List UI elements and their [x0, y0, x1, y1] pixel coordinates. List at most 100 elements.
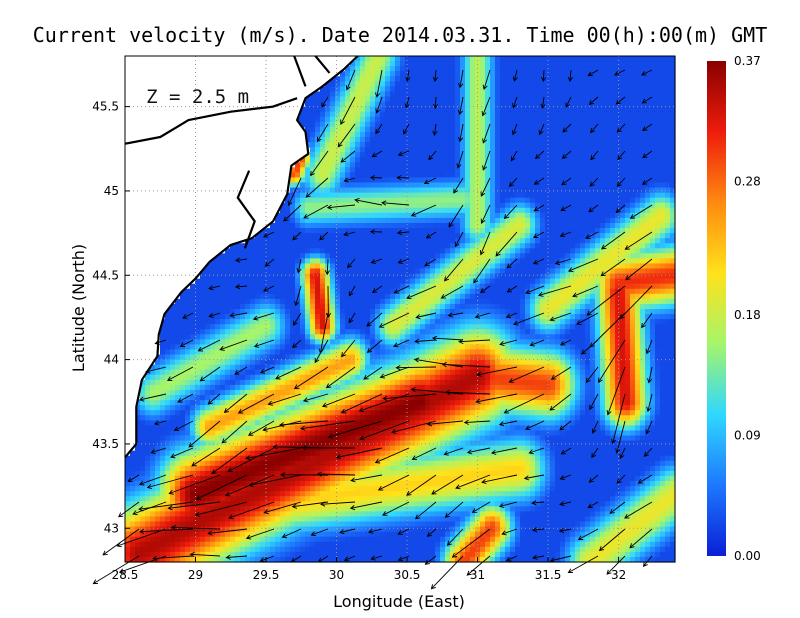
speed-cell: [425, 278, 431, 285]
speed-cell: [350, 61, 356, 67]
speed-cell: [310, 298, 316, 305]
speed-cell: [435, 152, 441, 158]
speed-cell: [410, 162, 416, 168]
speed-cell: [615, 202, 621, 209]
speed-cell: [210, 273, 216, 280]
speed-cell: [655, 96, 661, 103]
speed-cell: [405, 202, 411, 209]
speed-cell: [460, 136, 466, 143]
speed-cell: [670, 314, 676, 320]
speed-cell: [620, 329, 626, 335]
speed-cell: [245, 283, 251, 290]
speed-cell: [215, 329, 221, 335]
speed-cell: [350, 349, 356, 356]
speed-cell: [245, 319, 251, 325]
speed-cell: [370, 187, 376, 194]
speed-cell: [280, 288, 286, 295]
speed-cell: [610, 61, 616, 67]
speed-cell: [495, 197, 501, 204]
speed-cell: [275, 253, 281, 259]
speed-cell: [455, 192, 461, 199]
speed-cell: [620, 61, 626, 67]
speed-cell: [640, 121, 646, 128]
speed-cell: [525, 339, 531, 346]
speed-cell: [665, 116, 671, 123]
speed-cell: [630, 293, 636, 300]
speed-cell: [665, 101, 671, 108]
speed-cell: [475, 298, 481, 305]
speed-cell: [430, 116, 436, 123]
speed-cell: [195, 329, 201, 335]
speed-cell: [410, 263, 416, 270]
speed-cell: [365, 157, 371, 163]
speed-cell: [575, 268, 581, 275]
speed-cell: [415, 263, 421, 270]
speed-cell: [445, 248, 451, 254]
speed-cell: [310, 202, 316, 209]
speed-cell: [650, 283, 656, 290]
speed-cell: [275, 329, 281, 335]
speed-cell: [405, 222, 411, 229]
speed-cell: [305, 344, 311, 351]
speed-cell: [390, 278, 396, 285]
speed-cell: [405, 233, 411, 239]
speed-cell: [305, 314, 311, 320]
speed-cell: [430, 339, 436, 346]
speed-cell: [330, 303, 336, 310]
speed-cell: [450, 61, 456, 67]
speed-cell: [285, 253, 291, 259]
speed-cell: [375, 233, 381, 239]
speed-cell: [590, 152, 596, 158]
speed-cell: [300, 339, 306, 346]
speed-cell: [180, 324, 186, 330]
speed-cell: [370, 162, 376, 168]
speed-cell: [450, 258, 456, 265]
speed-cell: [220, 309, 226, 315]
speed-cell: [520, 152, 526, 158]
speed-cell: [565, 167, 571, 173]
speed-cell: [495, 76, 501, 82]
speed-cell: [275, 263, 281, 270]
speed-cell: [545, 91, 551, 98]
speed-cell: [165, 309, 171, 315]
speed-cell: [520, 344, 526, 351]
speed-cell: [485, 309, 491, 315]
speed-cell: [560, 293, 566, 300]
speed-cell: [280, 222, 286, 229]
speed-cell: [520, 258, 526, 265]
speed-cell: [625, 248, 631, 254]
speed-cell: [375, 56, 381, 62]
speed-cell: [530, 233, 536, 239]
speed-cell: [585, 111, 591, 118]
speed-cell: [320, 111, 326, 118]
speed-cell: [350, 319, 356, 325]
speed-cell: [440, 233, 446, 239]
speed-cell: [195, 283, 201, 290]
speed-cell: [630, 222, 636, 229]
speed-cell: [640, 334, 646, 340]
speed-cell: [600, 101, 606, 108]
speed-cell: [380, 309, 386, 315]
speed-cell: [490, 142, 496, 148]
speed-cell: [605, 101, 611, 108]
speed-cell: [510, 66, 516, 72]
speed-cell: [325, 324, 331, 330]
speed-cell: [570, 228, 576, 234]
speed-cell: [570, 202, 576, 209]
speed-cell: [635, 217, 641, 224]
speed-cell: [455, 71, 461, 77]
speed-cell: [665, 344, 671, 351]
speed-cell: [535, 101, 541, 108]
speed-cell: [400, 228, 406, 234]
speed-cell: [215, 298, 221, 305]
speed-cell: [525, 187, 531, 194]
speed-cell: [360, 207, 366, 214]
speed-cell: [555, 273, 561, 280]
speed-cell: [510, 212, 516, 219]
speed-cell: [355, 268, 361, 275]
speed-cell: [375, 121, 381, 128]
speed-cell: [360, 157, 366, 163]
speed-cell: [540, 172, 546, 179]
speed-cell: [615, 268, 621, 275]
speed-cell: [565, 187, 571, 194]
